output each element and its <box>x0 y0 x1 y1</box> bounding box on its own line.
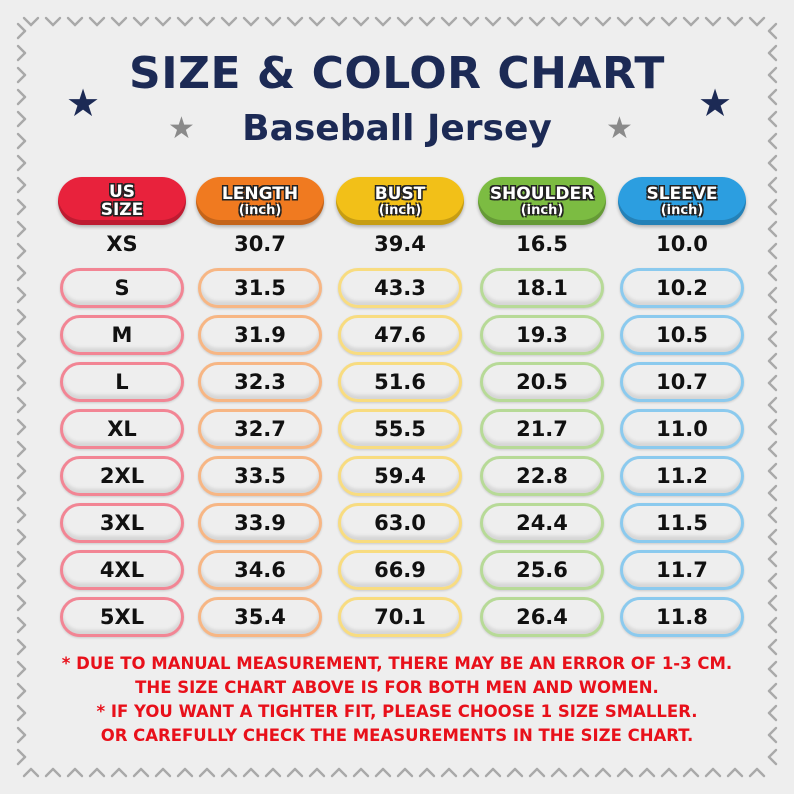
baseball-stitch-border <box>16 16 778 778</box>
header-sleeve-label: SLEEVE <box>646 183 718 204</box>
cell-shoulder: 22.8 <box>480 456 604 496</box>
cell-sleeve: 10.7 <box>620 362 744 402</box>
header-us-size: US SIZE <box>58 177 186 225</box>
note-line: * DUE TO MANUAL MEASUREMENT, THERE MAY B… <box>61 654 733 673</box>
cell-shoulder: 16.5 <box>516 232 568 256</box>
page-subtitle: Baseball Jersey <box>242 108 552 149</box>
cell-length: 31.9 <box>198 315 322 355</box>
header-bust: BUST (inch) <box>336 177 464 225</box>
cell-sleeve: 10.0 <box>656 232 708 256</box>
header-bust-unit: (inch) <box>378 202 422 218</box>
cell-length: 33.5 <box>198 456 322 496</box>
cell-bust: 43.3 <box>338 268 462 308</box>
cell-length: 32.7 <box>198 409 322 449</box>
cell-shoulder: 24.4 <box>480 503 604 543</box>
cell-shoulder: 26.4 <box>480 597 604 637</box>
cell-size: L <box>60 362 184 402</box>
cell-length: 34.6 <box>198 550 322 590</box>
cell-sleeve: 11.0 <box>620 409 744 449</box>
note-line: THE SIZE CHART ABOVE IS FOR BOTH MEN AND… <box>135 678 659 697</box>
header-shoulder-unit: (inch) <box>520 202 564 218</box>
cell-size: XS <box>106 232 138 256</box>
header-shoulder: SHOULDER (inch) <box>478 177 606 225</box>
cell-bust: 70.1 <box>338 597 462 637</box>
star-icon: ★ <box>698 81 733 125</box>
notes: * DUE TO MANUAL MEASUREMENT, THERE MAY B… <box>0 652 794 748</box>
cell-bust: 55.5 <box>338 409 462 449</box>
cell-shoulder: 21.7 <box>480 409 604 449</box>
header-us-size-line2: SIZE <box>100 200 144 220</box>
header-shoulder-label: SHOULDER <box>489 183 595 204</box>
cell-size: M <box>60 315 184 355</box>
cell-length: 35.4 <box>198 597 322 637</box>
cell-sleeve: 10.5 <box>620 315 744 355</box>
page-title: SIZE & COLOR CHART <box>129 48 665 99</box>
cell-size: 3XL <box>60 503 184 543</box>
cell-shoulder: 19.3 <box>480 315 604 355</box>
cell-bust: 66.9 <box>338 550 462 590</box>
header-length-unit: (inch) <box>238 202 282 218</box>
cell-sleeve: 11.8 <box>620 597 744 637</box>
cell-size: XL <box>60 409 184 449</box>
cell-sleeve: 11.2 <box>620 456 744 496</box>
cell-bust: 47.6 <box>338 315 462 355</box>
cell-size: 2XL <box>60 456 184 496</box>
cell-shoulder: 25.6 <box>480 550 604 590</box>
header-sleeve: SLEEVE (inch) <box>618 177 746 225</box>
header-us-size-line1: US <box>108 182 136 202</box>
cell-size: 4XL <box>60 550 184 590</box>
cell-length: 30.7 <box>234 232 286 256</box>
cell-shoulder: 18.1 <box>480 268 604 308</box>
cell-sleeve: 10.2 <box>620 268 744 308</box>
cell-bust: 63.0 <box>338 503 462 543</box>
cell-sleeve: 11.7 <box>620 550 744 590</box>
header-length: LENGTH (inch) <box>196 177 324 225</box>
cell-bust: 59.4 <box>338 456 462 496</box>
cell-length: 32.3 <box>198 362 322 402</box>
star-icon: ★ <box>168 111 195 146</box>
cell-shoulder: 20.5 <box>480 362 604 402</box>
header-sleeve-unit: (inch) <box>660 202 704 218</box>
cell-sleeve: 11.5 <box>620 503 744 543</box>
note-line: OR CAREFULLY CHECK THE MEASUREMENTS IN T… <box>100 726 694 745</box>
cell-length: 33.9 <box>198 503 322 543</box>
cell-bust: 39.4 <box>374 232 426 256</box>
star-icon: ★ <box>66 81 101 125</box>
header-bust-label: BUST <box>374 183 426 204</box>
cell-length: 31.5 <box>198 268 322 308</box>
cell-size: S <box>60 268 184 308</box>
stitch-border <box>10 10 784 784</box>
star-icon: ★ <box>606 111 633 146</box>
header-length-label: LENGTH <box>221 183 299 204</box>
cell-bust: 51.6 <box>338 362 462 402</box>
note-line: * IF YOU WANT A TIGHTER FIT, PLEASE CHOO… <box>96 702 698 721</box>
cell-size: 5XL <box>60 597 184 637</box>
